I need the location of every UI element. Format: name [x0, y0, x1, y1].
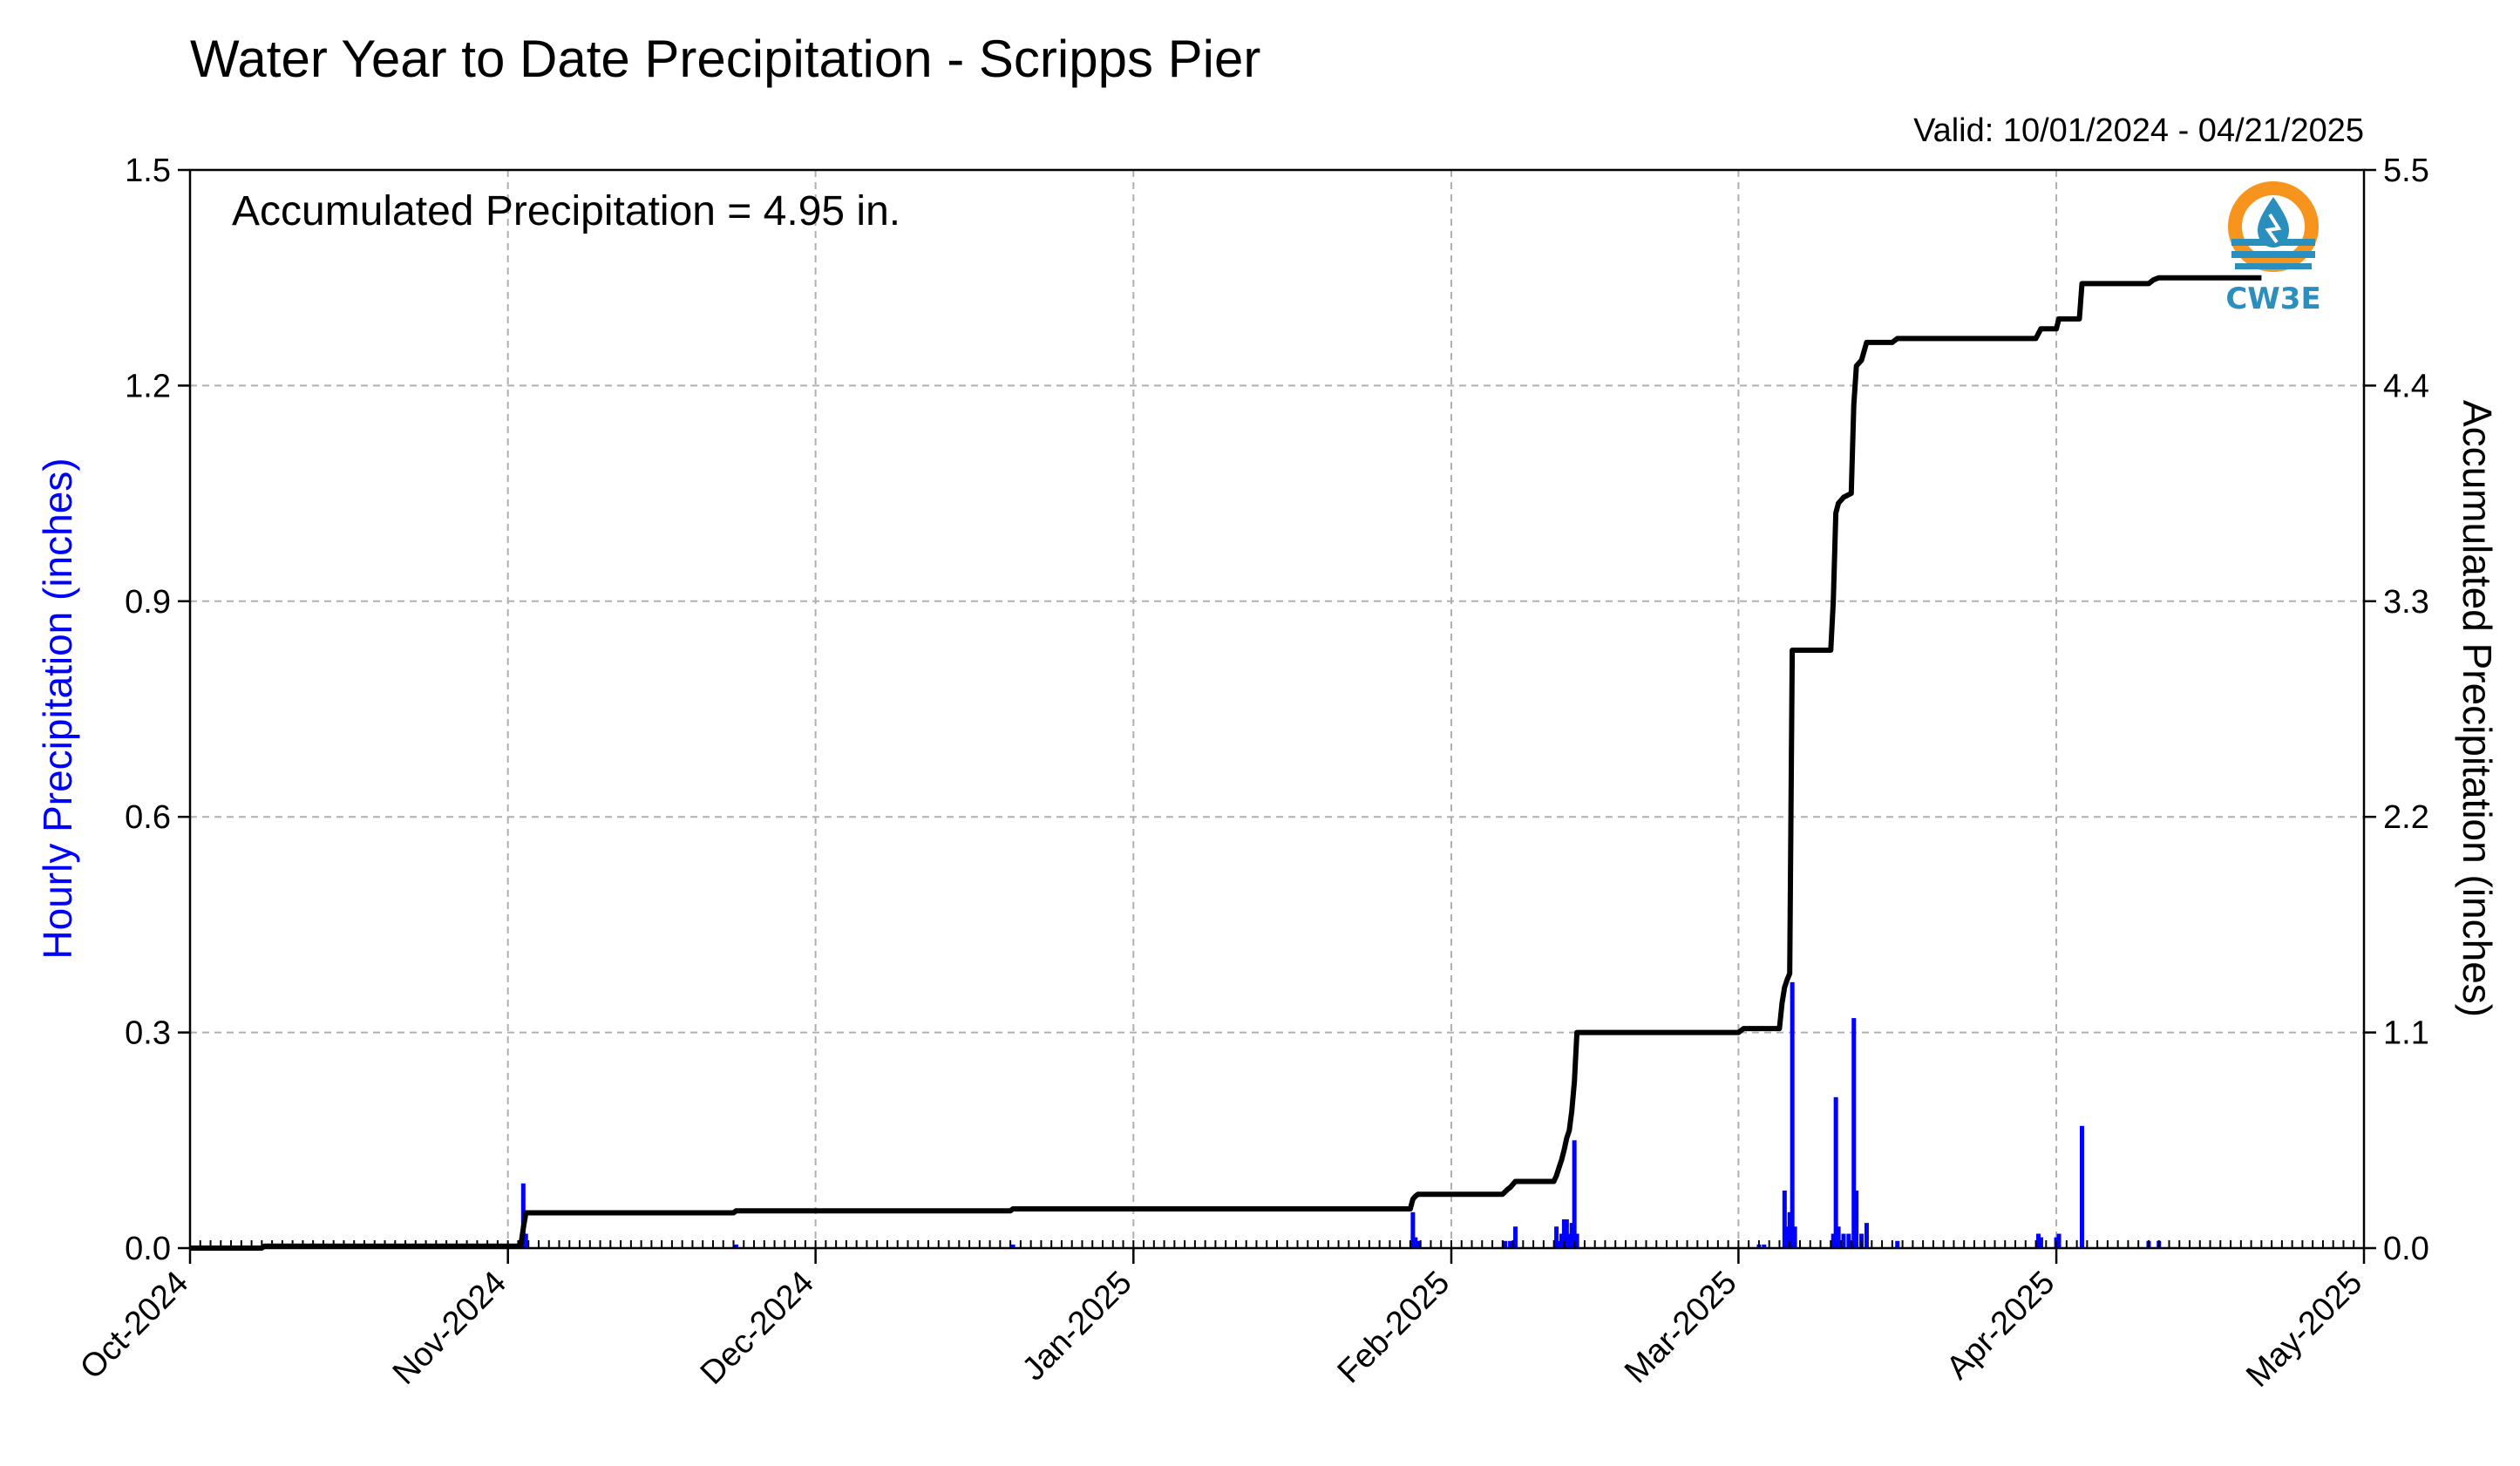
hourly-bar [1787, 1211, 1792, 1248]
hourly-bar [1782, 1191, 1787, 1248]
grid-lines [190, 170, 2364, 1248]
hourly-bar [1572, 1140, 1577, 1248]
left-axis-label: Hourly Precipitation (inches) [35, 458, 80, 959]
right-tick-label: 3.3 [2383, 584, 2429, 621]
hourly-bar [1557, 1240, 1562, 1248]
hourly-bar [1561, 1219, 1566, 1248]
accumulated-annotation: Accumulated Precipitation = 4.95 in. [232, 188, 900, 234]
hourly-bar [1864, 1223, 1869, 1248]
hourly-bar [1410, 1211, 1416, 1248]
hourly-bars [259, 981, 2162, 1248]
left-tick-label: 0.3 [125, 1015, 171, 1052]
hourly-bar [1559, 1233, 1564, 1248]
hourly-bar [1010, 1244, 1015, 1248]
hourly-bar [733, 1244, 738, 1248]
logo: CW3E [2225, 181, 2321, 316]
hourly-bar [1413, 1237, 1418, 1248]
water-drop-logo-icon [2228, 181, 2319, 272]
hourly-bar [1564, 1219, 1569, 1248]
hourly-bar [1851, 1018, 1857, 1248]
right-tick-label: 0.0 [2383, 1231, 2429, 1267]
left-tick-label: 0.0 [125, 1231, 171, 1267]
hourly-bar [1854, 1191, 1859, 1248]
chart-title: Water Year to Date Precipitation - Scrip… [190, 30, 1260, 88]
right-tick-label: 4.4 [2383, 368, 2429, 404]
left-tick-label: 0.9 [125, 584, 171, 621]
hourly-bar [1846, 1233, 1851, 1248]
left-tick-label: 1.5 [125, 153, 171, 189]
chart-subtitle: Valid: 10/01/2024 - 04/21/2025 [1913, 112, 2364, 149]
hourly-bar [1574, 1233, 1579, 1248]
hourly-bar [1784, 1226, 1790, 1248]
hourly-bar [1416, 1240, 1421, 1248]
hourly-bar [2038, 1237, 2043, 1248]
hourly-bar [1508, 1240, 1513, 1248]
hourly-bar [1790, 981, 1795, 1248]
right-axis-label: Accumulated Precipitation (inches) [2455, 400, 2500, 1017]
hourly-bar [1566, 1233, 1572, 1248]
left-axis: 0.0 0.3 0.6 0.9 1.2 1.5 [125, 153, 190, 1267]
hourly-bar [2079, 1125, 2084, 1248]
hourly-bar [1836, 1226, 1841, 1248]
hourly-bar [1831, 1233, 1836, 1248]
right-axis: 0.0 1.1 2.2 3.3 4.4 5.5 [2364, 153, 2429, 1267]
right-tick-label: 5.5 [2383, 153, 2429, 189]
right-tick-label: 1.1 [2383, 1015, 2429, 1052]
hourly-bar [523, 1233, 528, 1248]
hourly-bar [1841, 1233, 1846, 1248]
hourly-bar [2035, 1233, 2041, 1248]
hourly-bar [1554, 1226, 1559, 1248]
accumulated-line [190, 275, 2262, 1251]
hourly-bar [1792, 1226, 1797, 1248]
hourly-bar [1569, 1223, 1574, 1248]
hourly-bar [1762, 1244, 1767, 1248]
hourly-bar [1895, 1240, 1900, 1248]
left-tick-label: 0.6 [125, 799, 171, 836]
right-tick-label: 2.2 [2383, 799, 2429, 836]
logo-text: CW3E [2225, 282, 2320, 316]
hourly-bar [2056, 1233, 2062, 1248]
hourly-bar [1833, 1096, 1838, 1248]
hourly-bar [1513, 1226, 1518, 1248]
hourly-bar [1503, 1240, 1508, 1248]
left-tick-label: 1.2 [125, 368, 171, 404]
